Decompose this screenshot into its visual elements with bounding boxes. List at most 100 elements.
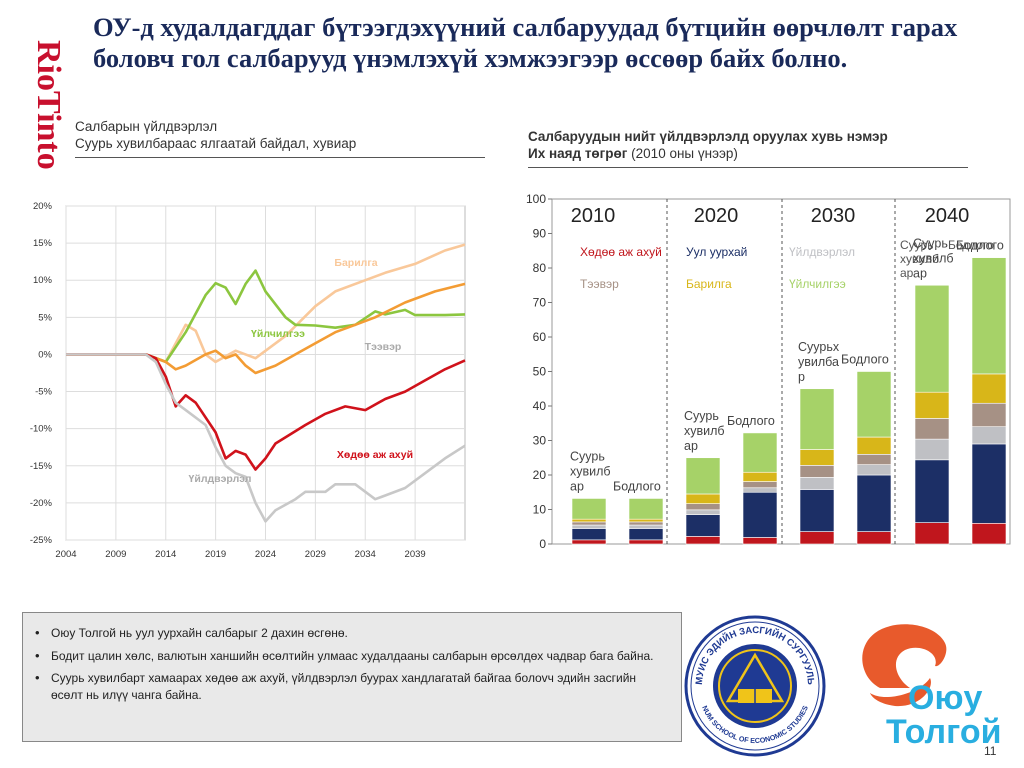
- bar-segment: [685, 503, 721, 511]
- period-header: 2040: [925, 205, 970, 227]
- bar-segment: [628, 521, 664, 526]
- bar-scenario-label: Бодлого: [841, 353, 889, 367]
- bar-segment: [971, 402, 1007, 428]
- bar-segment: [742, 537, 778, 545]
- bar-ytick-label: 80: [533, 261, 547, 275]
- page-number: 11: [984, 744, 997, 758]
- period-header: 2030: [811, 205, 856, 227]
- line-series-0: [66, 243, 466, 364]
- bar-segment: [628, 518, 664, 523]
- line-ytick-label: -5%: [35, 387, 52, 398]
- line-xtick-label: 2029: [305, 549, 326, 560]
- line-annotation-label: Тээвэр: [365, 341, 402, 353]
- bar-segment: [799, 489, 835, 532]
- bar-segment: [971, 257, 1007, 375]
- line-xtick-label: 2024: [255, 549, 276, 560]
- bar-segment: [742, 491, 778, 538]
- bar-segment: [742, 481, 778, 489]
- bar-ytick-label: 30: [533, 434, 547, 448]
- oyu-tolgoi-logo: Оюу Толгой: [840, 618, 1020, 750]
- right-panel-unit: Их наяд төгрөг: [528, 146, 628, 161]
- bar-segment: [856, 531, 892, 545]
- bar-legend-entry: Суурь хувилб ар: [900, 238, 939, 280]
- bar-ytick-label: 50: [533, 365, 547, 379]
- line-ytick-label: 20%: [33, 201, 53, 212]
- left-panel-heading: Салбарын үйлдвэрлэл: [75, 119, 218, 134]
- line-xtick-label: 2014: [155, 549, 176, 560]
- bar-segment: [799, 449, 835, 466]
- bar-legend-entry: Үйлдвэрлэл: [789, 245, 855, 259]
- bar-segment: [685, 536, 721, 545]
- bar-segment: [799, 465, 835, 478]
- line-ytick-label: 15%: [33, 238, 53, 249]
- bar-ytick-label: 40: [533, 399, 547, 413]
- line-xtick-label: 2034: [355, 549, 376, 560]
- bar-segment: [799, 477, 835, 490]
- line-ytick-label: 5%: [38, 312, 52, 323]
- bar-segment: [971, 373, 1007, 404]
- bar-ytick-label: 70: [533, 296, 547, 310]
- bar-segment: [571, 518, 607, 523]
- key-point: Суурь хувилбарт хамаарах хөдөө аж ахуй, …: [31, 670, 667, 703]
- bar-segment: [742, 432, 778, 473]
- bar-segment: [799, 388, 835, 450]
- line-series-4: [66, 353, 466, 523]
- bar-ytick-label: 10: [533, 503, 547, 517]
- bar-segment: [685, 509, 721, 515]
- bar-segment: [914, 391, 950, 419]
- bar-segment: [856, 371, 892, 438]
- line-annotation-label: Барилга: [334, 257, 377, 269]
- key-point: Бодит цалин хөлс, валютын ханшийн өсөлти…: [31, 648, 667, 665]
- line-xtick-label: 2004: [55, 549, 76, 560]
- bar-ytick-label: 20: [533, 468, 547, 482]
- line-ytick-label: -15%: [30, 461, 53, 472]
- line-ytick-label: 0%: [38, 349, 52, 360]
- bar-legend-entry: Тээвэр: [580, 277, 619, 291]
- page-title: ОУ-д худалдагддаг бүтээгдэхүүний салбару…: [93, 12, 958, 73]
- bar-segment: [914, 438, 950, 461]
- num-seal-logo: МУИС ЭДИЙН ЗАСГИЙН СУРГУУЛЬ NUM SCHOOL O…: [684, 615, 826, 757]
- left-panel-subheading: Суурь хувилбараас ялгаатай байдал, хувиа…: [75, 136, 357, 151]
- line-ytick-label: -10%: [30, 424, 53, 435]
- line-xtick-label: 2009: [105, 549, 126, 560]
- bar-segment: [971, 426, 1007, 445]
- bar-segment: [571, 498, 607, 520]
- bar-segment: [685, 457, 721, 495]
- line-annotation-label: Хөдөө аж ахуй: [337, 449, 413, 461]
- line-xtick-label: 2039: [405, 549, 426, 560]
- oyu-tolgoi-mark-icon: [862, 624, 947, 707]
- line-ytick-label: -25%: [30, 535, 53, 546]
- bar-scenario-label: Бодлого: [956, 239, 1004, 253]
- bar-segment: [628, 539, 664, 545]
- bar-legend-entry: Бодлого: [948, 238, 994, 252]
- bar-segment: [856, 436, 892, 455]
- line-xtick-label: 2019: [205, 549, 226, 560]
- bar-segment: [856, 474, 892, 532]
- bar-legend-entry: Уул уурхай: [686, 245, 747, 259]
- bar-scenario-label: Бодлого: [613, 479, 661, 493]
- bar-scenario-label: Бодлого: [727, 414, 775, 428]
- bar-segment: [914, 459, 950, 523]
- bar-segment: [571, 539, 607, 545]
- period-header: 2020: [694, 205, 739, 227]
- bar-legend-entry: Хөдөө аж ахуй: [580, 245, 662, 259]
- key-points-list: Оюу Толгой нь уул уурхайн салбарыг 2 дах…: [31, 625, 667, 703]
- bar-segment: [914, 522, 950, 545]
- right-panel-header: Салбаруудын нийт үйлдвэрлэлд оруулах хув…: [528, 128, 973, 162]
- bar-segment: [628, 498, 664, 520]
- line-series-1: [66, 269, 466, 364]
- key-points-box: Оюу Толгой нь уул уурхайн салбарыг 2 дах…: [22, 612, 682, 742]
- bar-segment: [914, 418, 950, 440]
- bar-ytick-label: 0: [539, 537, 546, 551]
- bar-segment: [856, 453, 892, 465]
- line-annotation-label: Үйлдвэрлэл: [189, 473, 252, 485]
- bar-segment: [856, 464, 892, 476]
- right-panel-rule: [528, 167, 968, 168]
- right-panel-heading: Салбаруудын нийт үйлдвэрлэлд оруулах хув…: [528, 129, 888, 144]
- right-panel-unit-note: (2010 оны үнээр): [627, 146, 738, 161]
- bar-segment: [971, 522, 1007, 545]
- bar-segment: [685, 493, 721, 504]
